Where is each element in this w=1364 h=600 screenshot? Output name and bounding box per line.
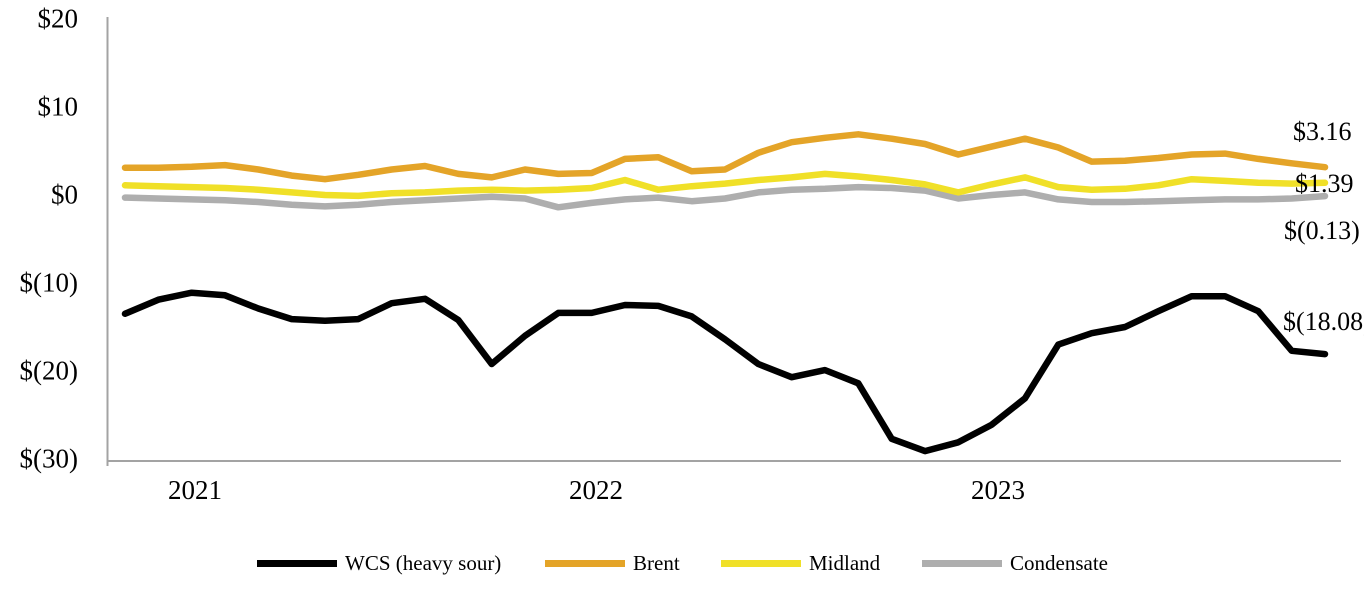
x-axis-year-label: 2023: [971, 475, 1025, 505]
legend-swatch-condensate: [922, 559, 1002, 567]
legend-label-wcs: WCS (heavy sour): [345, 550, 502, 575]
y-axis-tick-label: $(10): [19, 267, 78, 298]
legend-label-condensate: Condensate: [1010, 550, 1108, 575]
y-axis-tick-label: $(20): [19, 355, 78, 386]
y-axis-tick-label: $0: [51, 179, 78, 210]
x-axis-year-label: 2022: [569, 475, 623, 505]
y-axis-tick-label: $20: [37, 3, 79, 34]
legend-item-midland: Midland: [721, 552, 880, 574]
end-value-label-condensate: $(0.13): [1284, 216, 1360, 245]
y-axis-tick-label: $10: [37, 91, 79, 122]
legend-swatch-wcs: [257, 559, 337, 567]
legend-swatch-midland: [721, 559, 801, 567]
end-value-label-brent: $3.16: [1293, 117, 1352, 146]
legend-label-midland: Midland: [809, 550, 881, 575]
legend-item-condensate: Condensate: [922, 552, 1108, 574]
series-line-wcs: [121, 289, 1329, 455]
legend-item-wcs: WCS (heavy sour): [257, 552, 501, 574]
end-value-label-midland: $1.39: [1295, 169, 1354, 198]
legend-label-brent: Brent: [633, 550, 680, 575]
series-lines: [121, 131, 1329, 455]
legend-item-brent: Brent: [545, 552, 680, 574]
x-axis-year-label: 2021: [168, 475, 222, 505]
series-line-condensate: [121, 183, 1329, 211]
y-axis-tick-label: $(30): [19, 443, 78, 474]
end-value-label-wcs: $(18.08): [1283, 307, 1364, 336]
series-line-brent: [121, 131, 1329, 183]
legend-swatch-brent: [545, 559, 625, 567]
series-line-midland: [121, 170, 1329, 200]
